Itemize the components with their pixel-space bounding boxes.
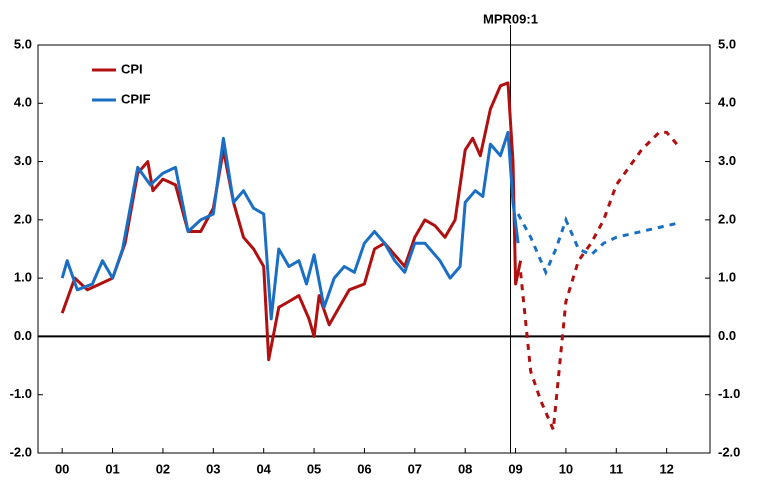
y2-tick-label: 0.0: [718, 328, 736, 343]
x-tick-label: 02: [156, 461, 170, 476]
x-tick-label: 04: [256, 461, 271, 476]
y2-tick-label: 3.0: [718, 153, 736, 168]
series-line: [60, 130, 520, 321]
y-tick-label: 1.0: [14, 270, 32, 285]
y-tick-label: -2.0: [10, 444, 32, 459]
y-tick-label: -1.0: [10, 386, 32, 401]
legend-label: CPI: [121, 61, 143, 76]
x-tick-label: 08: [458, 461, 472, 476]
plot-frame: [37, 44, 711, 454]
legend-label: CPIF: [121, 91, 151, 106]
x-tick-label: 07: [408, 461, 422, 476]
y-tick-label: 0.0: [14, 328, 32, 343]
y2-tick-label: -2.0: [718, 444, 740, 459]
x-tick-label: 00: [55, 461, 69, 476]
x-tick-label: 12: [659, 461, 673, 476]
forecast-line: [519, 130, 678, 431]
x-tick-label: 10: [559, 461, 573, 476]
y2-tick-label: 2.0: [718, 211, 736, 226]
series-line: [60, 81, 523, 362]
y2-tick-label: 1.0: [718, 270, 736, 285]
forecast-line: [516, 213, 680, 277]
x-tick-label: 06: [357, 461, 371, 476]
y-tick-label: 3.0: [14, 153, 32, 168]
y-tick-label: 5.0: [14, 36, 32, 51]
annotation-label: MPR09:1: [483, 11, 538, 26]
x-tick-label: 03: [206, 461, 220, 476]
y2-tick-label: 4.0: [718, 95, 736, 110]
x-tick-label: 11: [609, 461, 623, 476]
y-tick-label: 4.0: [14, 95, 32, 110]
y-tick-label: 2.0: [14, 211, 32, 226]
y2-tick-label: -1.0: [718, 386, 740, 401]
x-tick-label: 09: [508, 461, 522, 476]
x-tick-label: 05: [307, 461, 321, 476]
y2-tick-label: 5.0: [718, 36, 736, 51]
x-tick-label: 01: [105, 461, 119, 476]
